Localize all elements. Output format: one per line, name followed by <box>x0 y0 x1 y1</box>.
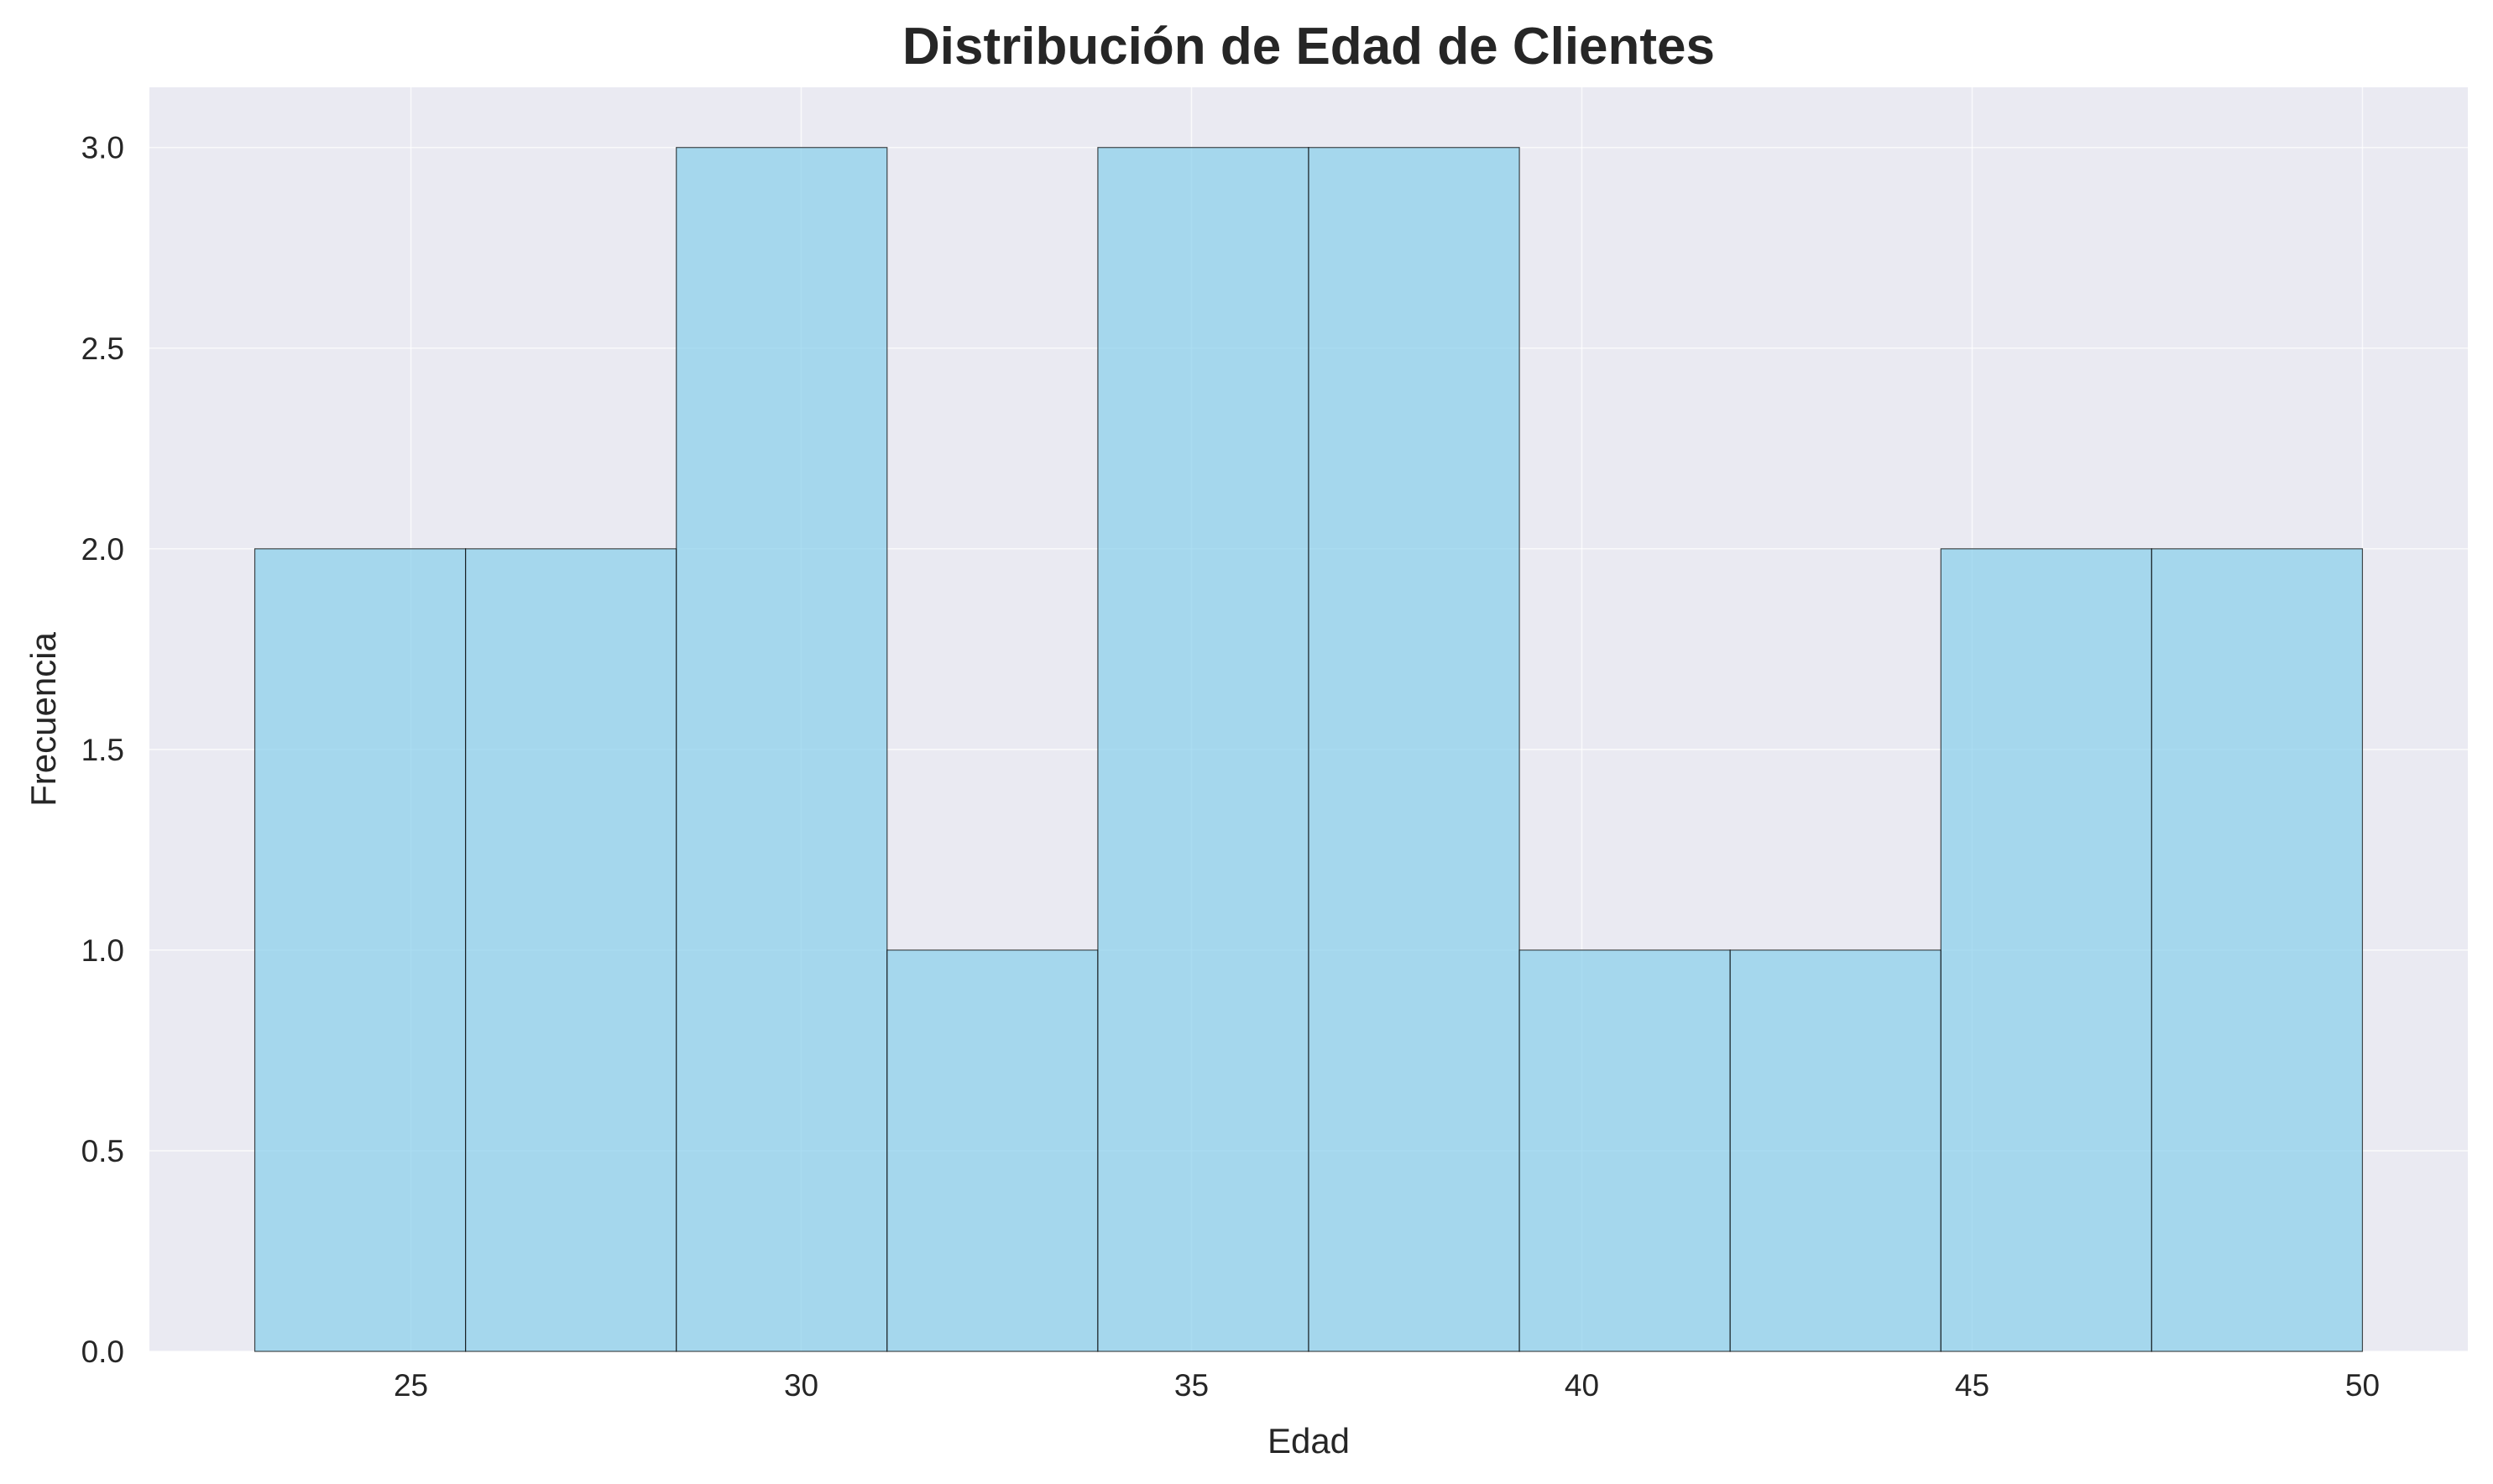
y-tick-label: 2.5 <box>81 332 124 366</box>
y-tick-label: 1.0 <box>81 933 124 968</box>
histogram-bar <box>1518 949 1731 1352</box>
x-axis-label: Edad <box>1267 1421 1350 1460</box>
y-axis-ticks: 0.0 0.5 1.0 1.5 2.0 2.5 3.0 <box>81 131 124 1369</box>
x-tick-label: 30 <box>784 1368 818 1403</box>
histogram-bar <box>886 949 1099 1352</box>
histogram-bar <box>1308 147 1520 1352</box>
y-tick-label: 0.0 <box>81 1335 124 1369</box>
x-tick-label: 50 <box>2345 1368 2380 1403</box>
y-axis-label: Frecuencia <box>24 631 63 806</box>
y-tick-label: 0.5 <box>81 1134 124 1168</box>
histogram-bar <box>465 548 677 1352</box>
x-tick-label: 40 <box>1565 1368 1599 1403</box>
x-tick-label: 25 <box>394 1368 428 1403</box>
y-tick-label: 1.5 <box>81 733 124 767</box>
histogram-bars <box>253 147 2364 1352</box>
histogram-bar <box>676 147 888 1352</box>
histogram-bar <box>253 548 467 1352</box>
x-tick-label: 35 <box>1174 1368 1209 1403</box>
chart-title: Distribución de Edad de Clientes <box>902 18 1715 76</box>
histogram-bar <box>1729 949 1942 1352</box>
x-axis-ticks: 25 30 35 40 45 50 <box>394 1368 2380 1403</box>
histogram-bar <box>1940 548 2152 1352</box>
x-tick-label: 45 <box>1955 1368 1989 1403</box>
y-tick-label: 2.0 <box>81 532 124 567</box>
histogram-bar <box>2151 548 2364 1352</box>
y-tick-label: 3.0 <box>81 131 124 165</box>
histogram-bar <box>1097 147 1309 1352</box>
